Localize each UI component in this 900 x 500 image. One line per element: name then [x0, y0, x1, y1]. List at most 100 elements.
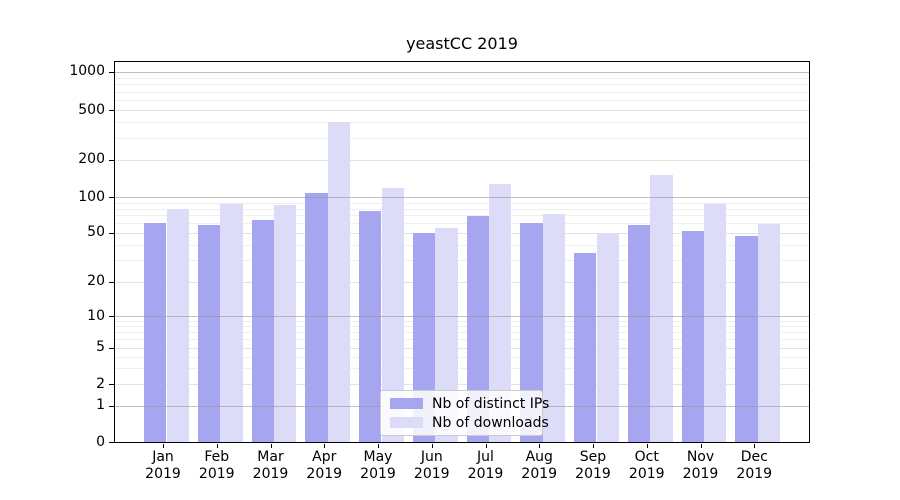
x-tick-aug — [539, 444, 541, 448]
minor-gridline — [115, 84, 809, 86]
y-tick-label-1000: 1000 — [69, 63, 105, 80]
minor-gridline — [115, 202, 809, 204]
y-tick-label-200: 200 — [78, 151, 105, 168]
bar-nb-of-downloads-aug — [542, 214, 566, 442]
gridline-200 — [115, 159, 809, 161]
x-tick-may — [378, 444, 379, 448]
bar-nb-of-distinct-ips-dec — [735, 236, 758, 442]
bar-nb-of-distinct-ips-apr — [305, 192, 328, 442]
y-tick-500 — [109, 110, 114, 112]
gridline-50 — [115, 232, 809, 234]
legend: Nb of distinct IPs Nb of downloads — [380, 390, 549, 436]
legend-label-downloads: Nb of downloads — [432, 414, 549, 431]
y-tick-100 — [109, 197, 114, 199]
x-tick-jan — [163, 444, 164, 448]
x-tick-sep — [593, 444, 594, 448]
y-tick-label-10: 10 — [87, 307, 105, 324]
bar-nb-of-distinct-ips-feb — [197, 225, 221, 442]
y-tick-200 — [109, 159, 114, 161]
x-tick-oct — [646, 444, 648, 448]
major-gridline-10 — [115, 316, 809, 318]
y-tick-label-100: 100 — [78, 188, 105, 205]
y-tick-label-2: 2 — [96, 375, 105, 392]
gridline-500 — [115, 110, 809, 112]
bar-nb-of-downloads-dec — [757, 224, 781, 442]
y-tick-1000 — [109, 71, 114, 73]
y-tick-1 — [109, 405, 114, 407]
major-gridline-100 — [115, 197, 809, 199]
y-tick-label-5: 5 — [96, 339, 105, 356]
y-tick-2 — [109, 384, 114, 386]
y-tick-label-0: 0 — [96, 433, 105, 450]
x-tick-jun — [431, 444, 433, 448]
legend-swatch-distinct-ips — [390, 398, 423, 409]
bar-nb-of-distinct-ips-nov — [681, 230, 704, 442]
bar-nb-of-distinct-ips-may — [359, 211, 382, 442]
x-tick-label-sep: Sep 2019 — [575, 449, 611, 482]
x-tick-label-dec: Dec 2019 — [736, 449, 773, 482]
x-tick-label-jun: Jun 2019 — [413, 449, 450, 482]
x-tick-label-jan: Jan 2019 — [145, 449, 181, 482]
minor-gridline — [115, 223, 809, 225]
bar-nb-of-downloads-oct — [650, 175, 673, 442]
bar-nb-of-downloads-jun — [435, 227, 458, 442]
x-tick-label-aug: Aug 2019 — [521, 449, 558, 482]
y-tick-5 — [109, 347, 114, 349]
x-tick-label-may: May 2019 — [360, 449, 396, 482]
bar-nb-of-downloads-jan — [166, 208, 189, 442]
legend-label-distinct-ips: Nb of distinct IPs — [432, 395, 550, 412]
x-tick-label-apr: Apr 2019 — [306, 449, 343, 482]
minor-gridline — [115, 137, 809, 139]
x-tick-label-nov: Nov 2019 — [682, 449, 719, 482]
x-tick-apr — [324, 444, 326, 448]
bar-nb-of-downloads-nov — [704, 203, 727, 442]
bar-nb-of-downloads-may — [381, 188, 404, 442]
x-tick-nov — [700, 444, 702, 448]
minor-gridline — [115, 259, 809, 261]
y-tick-label-1: 1 — [96, 397, 105, 414]
minor-gridline — [115, 332, 809, 334]
bar-nb-of-downloads-apr — [327, 122, 351, 442]
y-tick-label-20: 20 — [87, 273, 105, 290]
minor-gridline — [115, 208, 809, 210]
x-tick-label-mar: Mar 2019 — [252, 449, 289, 482]
x-tick-jul — [485, 444, 487, 448]
gridline-20 — [115, 281, 809, 283]
minor-gridline — [115, 339, 809, 341]
bar-nb-of-distinct-ips-sep — [574, 253, 597, 442]
gridline-2 — [115, 384, 809, 386]
bar-nb-of-distinct-ips-oct — [627, 225, 651, 442]
plot-area — [114, 61, 810, 443]
minor-gridline — [115, 77, 809, 79]
bar-nb-of-distinct-ips-mar — [251, 220, 274, 442]
bar-nb-of-distinct-ips-jan — [144, 222, 167, 442]
minor-gridline — [115, 326, 809, 328]
minor-gridline — [115, 215, 809, 217]
x-tick-mar — [270, 444, 272, 448]
bar-nb-of-downloads-sep — [596, 232, 619, 442]
x-tick-label-jul: Jul 2019 — [467, 449, 504, 482]
y-tick-label-500: 500 — [78, 101, 105, 118]
legend-swatch-downloads — [390, 417, 423, 428]
y-tick-20 — [109, 281, 114, 283]
bar-nb-of-distinct-ips-jun — [412, 232, 436, 442]
bar-nb-of-downloads-feb — [220, 203, 243, 442]
chart-title: yeastCC 2019 — [406, 34, 518, 53]
bar-nb-of-distinct-ips-jul — [466, 216, 489, 442]
gridline-5 — [115, 347, 809, 349]
minor-gridline — [115, 244, 809, 246]
minor-gridline — [115, 356, 809, 358]
y-tick-0 — [109, 442, 114, 443]
legend-entry-downloads: Nb of downloads — [390, 415, 549, 431]
y-tick-10 — [109, 316, 114, 318]
major-gridline-1000 — [115, 71, 809, 73]
x-tick-label-feb: Feb 2019 — [198, 449, 235, 482]
bar-nb-of-distinct-ips-aug — [520, 222, 543, 442]
bar-nb-of-downloads-jul — [489, 183, 512, 442]
y-tick-label-50: 50 — [87, 224, 105, 241]
legend-entry-distinct-ips: Nb of distinct IPs — [390, 396, 549, 412]
y-tick-50 — [109, 232, 114, 234]
minor-gridline — [115, 321, 809, 323]
minor-gridline — [115, 100, 809, 102]
